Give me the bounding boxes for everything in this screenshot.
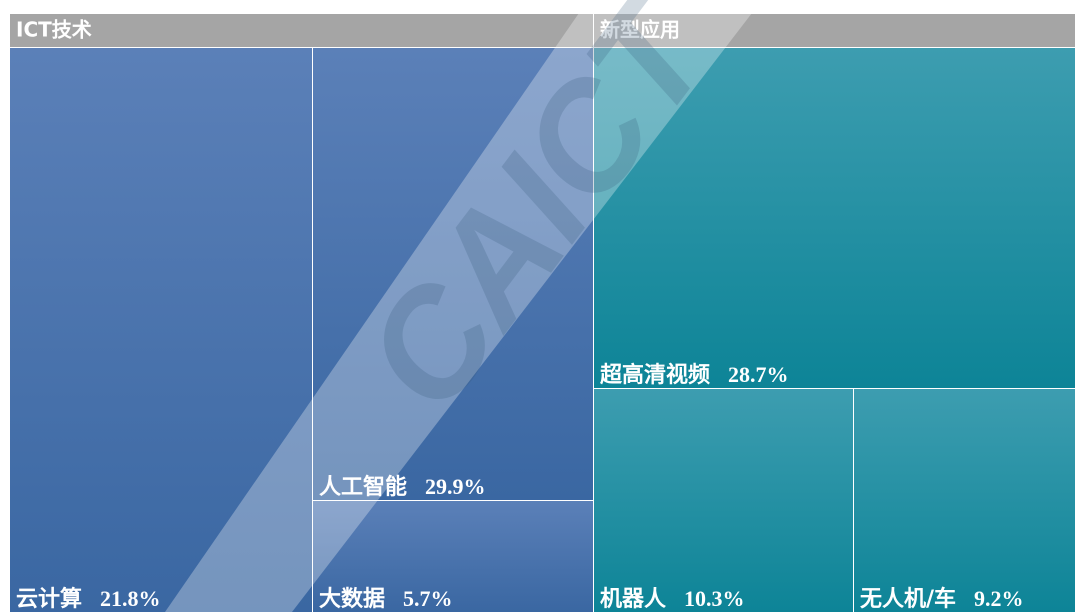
cell-value: 28.7% bbox=[728, 362, 789, 387]
treemap-cell bbox=[313, 501, 593, 612]
group-label: 新型应用 bbox=[600, 18, 680, 42]
cell-label: 大数据 5.7% bbox=[319, 586, 453, 612]
cell-value: 29.9% bbox=[425, 474, 486, 499]
cell-name: 机器人 bbox=[600, 587, 666, 612]
cell-label: 人工智能 29.9% bbox=[319, 474, 486, 500]
group-label: ICT技术 bbox=[16, 18, 92, 42]
cell-label: 超高清视频 28.7% bbox=[600, 362, 789, 388]
cell-value: 10.3% bbox=[684, 586, 745, 611]
cell-value: 21.8% bbox=[100, 586, 161, 611]
treemap-cell bbox=[594, 48, 1075, 388]
cell-label: 无人机/车 9.2% bbox=[860, 586, 1024, 612]
cell-name: 云计算 bbox=[16, 586, 82, 612]
cell-name: 人工智能 bbox=[319, 474, 407, 500]
treemap-cell bbox=[594, 389, 853, 612]
group-header bbox=[594, 14, 1075, 47]
treemap-cell bbox=[10, 48, 312, 612]
cell-name: 超高清视频 bbox=[600, 362, 710, 388]
cell-value: 5.7% bbox=[403, 586, 453, 611]
cell-value: 9.2% bbox=[974, 586, 1024, 611]
group-header bbox=[10, 14, 593, 47]
cell-label: 机器人 10.3% bbox=[600, 586, 745, 612]
cell-name: 大数据 bbox=[319, 586, 385, 612]
cell-name: 无人机/车 bbox=[860, 586, 956, 612]
watermark-band bbox=[165, 0, 762, 612]
treemap-cell bbox=[313, 48, 593, 500]
cell-label: 云计算 21.8% bbox=[16, 586, 161, 612]
treemap-cell bbox=[854, 389, 1075, 612]
